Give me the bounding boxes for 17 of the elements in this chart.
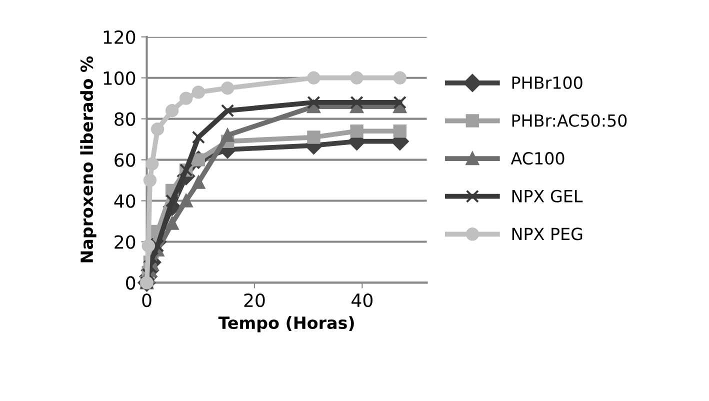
x-tick-label: 0	[142, 293, 152, 308]
y-tick-label: 80	[114, 112, 136, 126]
x-axis-title: Tempo (Horas)	[218, 316, 354, 332]
legend-label: PHBr100	[512, 76, 582, 90]
y-tick-label: 60	[114, 153, 136, 167]
x-tick-label: 20	[244, 293, 265, 308]
legend-label: NPX GEL	[512, 190, 583, 202]
legend-label: NPX PEG	[512, 228, 582, 240]
legend-label: AC100	[510, 152, 564, 165]
x-tick-label: 40	[352, 293, 372, 308]
y-axis-title: Naproxeno liberado %	[80, 56, 96, 262]
legend-label: PHBr:AC50:50	[512, 114, 627, 127]
y-tick-label: 20	[114, 235, 136, 249]
y-tick-label: 40	[114, 194, 136, 208]
y-tick-label: 0	[126, 276, 136, 290]
y-tick-label: 100	[104, 71, 136, 85]
y-tick-label: 120	[104, 30, 136, 44]
